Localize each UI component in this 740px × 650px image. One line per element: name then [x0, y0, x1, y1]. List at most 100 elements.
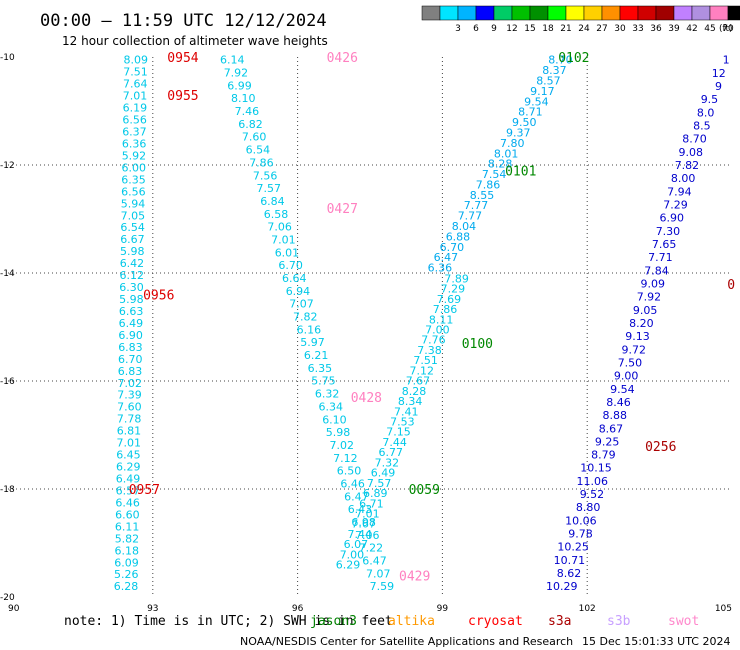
wave-height-label: 7.46 — [235, 105, 260, 118]
wave-height-label: 8.11 — [429, 313, 454, 326]
pass-time-label: 0256 — [645, 440, 676, 455]
wave-height-label: 8.80 — [576, 501, 601, 514]
wave-height-label: 7.77 — [458, 210, 483, 223]
legend-swatch — [439, 5, 459, 21]
wave-height-label: 7.22 — [359, 542, 384, 555]
wave-height-label: 9.78 — [568, 528, 593, 541]
wave-height-label: 6.47 — [434, 251, 459, 264]
wave-height-label: 8.70 — [548, 54, 573, 67]
satellite-legend-item: altika — [388, 614, 435, 629]
wave-height-label: 6.29 — [336, 559, 361, 572]
y-tick-label: -14 — [0, 269, 15, 279]
wave-height-label: 8.10 — [231, 92, 256, 105]
wave-height-label: 6.36 — [122, 138, 147, 151]
legend-swatch — [475, 5, 495, 21]
wave-height-label: 6.90 — [660, 212, 685, 225]
wave-height-label: 7.01 — [123, 90, 148, 103]
wave-height-label: 7.77 — [464, 199, 489, 212]
legend-tick-label: 18 — [542, 24, 554, 34]
wave-height-label: 7.41 — [394, 405, 419, 418]
y-tick-label: -10 — [0, 53, 15, 63]
x-tick-label: 105 — [715, 604, 732, 614]
wave-height-label: 7.76 — [421, 334, 446, 347]
legend-tick-label: 6 — [473, 24, 479, 34]
wave-height-label: 8.09 — [124, 54, 149, 67]
wave-height-label: 6.35 — [308, 362, 333, 375]
wave-height-label: 7.60 — [242, 131, 267, 144]
wave-height-label: 9.13 — [625, 330, 650, 343]
pass-time-label: 0426 — [327, 51, 358, 66]
wave-height-label: 7.44 — [382, 436, 407, 449]
wave-height-label: 7.01 — [117, 437, 142, 450]
wave-height-label: 9.54 — [610, 383, 635, 396]
wave-height-label: 6.89 — [363, 487, 388, 500]
wave-height-label: 6.67 — [120, 233, 145, 246]
wave-height-label: 6.70 — [118, 353, 143, 366]
wave-height-label: 5.98 — [119, 293, 144, 306]
wave-height-label: 7.67 — [351, 518, 376, 531]
wave-height-label: 7.57 — [257, 182, 282, 195]
legend-tick-label: 70 — [722, 24, 734, 34]
wave-height-label: 7.53 — [390, 416, 415, 429]
wave-height-label: 11.06 — [577, 475, 609, 488]
wave-height-label: 5.98 — [326, 426, 351, 439]
wave-height-label: 6.32 — [315, 388, 340, 401]
wave-height-label: 5.97 — [300, 336, 325, 349]
legend-swatch — [421, 5, 441, 21]
wave-height-label: 10.25 — [557, 541, 589, 554]
legend-swatch — [565, 5, 585, 21]
wave-height-label: 8.37 — [542, 64, 567, 77]
legend-swatch — [673, 5, 693, 21]
wave-height-label: 7.07 — [366, 567, 391, 580]
pass-time-label: 0100 — [462, 337, 493, 352]
wave-height-label: 6.83 — [118, 365, 143, 378]
wave-height-label: 6.49 — [116, 473, 141, 486]
legend-tick-label: 42 — [686, 24, 697, 34]
wave-height-label: 12 — [712, 67, 726, 80]
wave-height-label: 6.34 — [319, 400, 344, 413]
wave-height-label: 7.80 — [500, 137, 525, 150]
wave-height-label: 6.01 — [275, 246, 300, 259]
wave-height-label: 7.92 — [637, 291, 662, 304]
wave-height-label: 8.46 — [606, 396, 631, 409]
pass-time-label: 0102 — [558, 51, 589, 66]
wave-height-label: 6.10 — [322, 413, 347, 426]
wave-height-label: 6.54 — [120, 221, 145, 234]
legend-tick-label: 12 — [506, 24, 517, 34]
wave-height-label: 6.71 — [359, 497, 384, 510]
wave-height-label: 7.60 — [117, 401, 142, 414]
wave-height-label: 8.71 — [518, 106, 543, 119]
wave-height-label: 6.90 — [118, 329, 143, 342]
legend-swatch — [529, 5, 549, 21]
wave-height-label: 7.94 — [667, 185, 692, 198]
satellite-legend: jason3 altika cryosat s3a s3b swot — [310, 614, 699, 629]
chart-title: 00:00 – 11:59 UTC 12/12/2024 — [40, 11, 327, 31]
wave-height-label: 6.46 — [115, 496, 140, 509]
wave-height-label: 7.54 — [482, 168, 507, 181]
wave-height-label: 6.88 — [446, 230, 471, 243]
wave-height-label: 8.79 — [591, 449, 616, 462]
y-tick-label: -12 — [0, 161, 15, 171]
wave-height-label: 6.60 — [115, 508, 140, 521]
wave-height-label: 9.5 — [701, 93, 719, 106]
wave-height-label: 9.17 — [530, 85, 555, 98]
wave-height-label: 6.45 — [116, 449, 141, 462]
wave-height-label: 5.26 — [114, 568, 139, 581]
legend-swatch — [583, 5, 603, 21]
x-tick-label: 99 — [437, 604, 449, 614]
wave-height-label: 6.82 — [238, 118, 263, 131]
wave-height-label: 8.70 — [682, 133, 707, 146]
pass-time-label: 0101 — [505, 164, 536, 179]
wave-height-label: 9.52 — [580, 488, 605, 501]
wave-height-label: 7.92 — [224, 67, 249, 80]
wave-height-label: 6.42 — [120, 257, 145, 270]
satellite-legend-item: jason3 — [310, 614, 357, 629]
y-tick-label: -20 — [0, 593, 15, 603]
wave-height-label: 6.63 — [119, 305, 144, 318]
wave-height-label: 5.92 — [122, 149, 147, 162]
legend-swatch — [619, 5, 639, 21]
legend-tick-label: 30 — [614, 24, 626, 34]
wave-height-label: 8.57 — [536, 75, 561, 88]
